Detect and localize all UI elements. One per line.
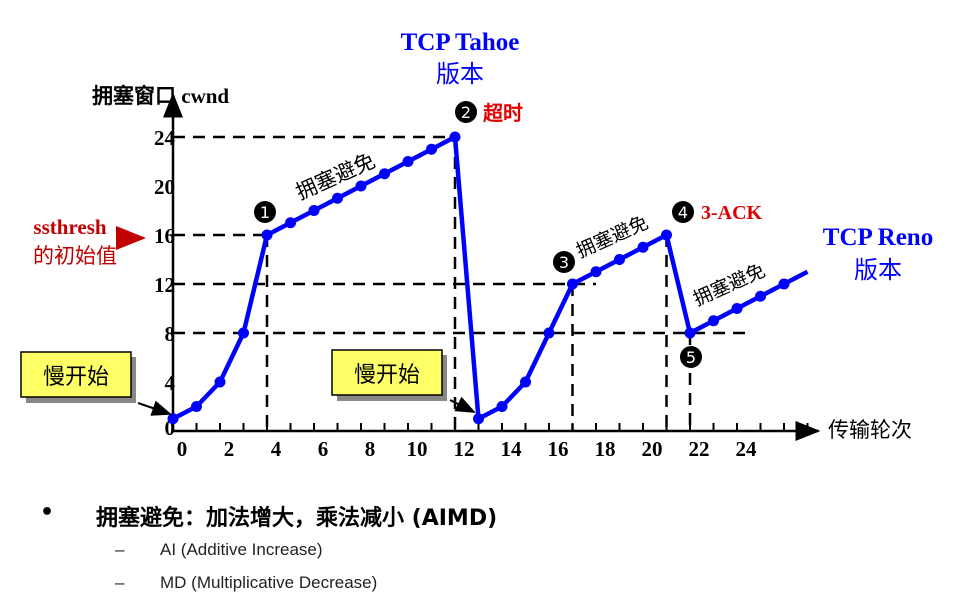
marker-circle	[672, 201, 694, 223]
data-point	[379, 168, 390, 180]
x-tick-label: 20	[642, 437, 663, 461]
axes	[163, 92, 821, 441]
data-point	[191, 401, 202, 412]
marker-number: 1	[260, 203, 270, 222]
x-tick-label: 24	[736, 437, 758, 461]
x-tick-label: 22	[689, 437, 710, 461]
x-tick-label: 12	[454, 437, 475, 461]
slow-start-label: 慢开始	[43, 365, 109, 390]
data-point	[661, 229, 672, 241]
marker-circle	[553, 251, 575, 273]
slow-start-label: 慢开始	[354, 363, 420, 388]
ssthresh-sub-label: 的初始值	[33, 244, 117, 268]
x-tick-label: 2	[224, 437, 235, 461]
data-point	[308, 205, 320, 216]
data-point	[285, 217, 296, 229]
data-point	[614, 254, 625, 265]
reno-title: TCP Reno	[823, 224, 933, 251]
series-line-path	[171, 134, 809, 421]
marker-3: 3	[553, 251, 575, 273]
data-point	[402, 156, 414, 167]
marker-number: 2	[461, 103, 471, 122]
data-point	[214, 376, 226, 388]
marker-1: 1	[254, 201, 276, 223]
x-axis-label: 传输轮次	[828, 418, 912, 442]
data-point	[332, 192, 343, 204]
x-tick-label: 4	[271, 437, 282, 461]
data-point	[238, 327, 249, 339]
reno-subtitle: 版本	[854, 256, 902, 284]
data-point	[261, 229, 273, 241]
data-point	[731, 303, 743, 314]
y-tick-label: 4	[165, 371, 176, 395]
x-tick-label: 0	[177, 437, 188, 461]
y-axis-label: 拥塞窗口 cwnd	[92, 84, 229, 108]
data-point	[755, 290, 766, 302]
x-tick-label: 14	[501, 437, 523, 461]
data-point	[708, 315, 719, 327]
data-point	[473, 413, 484, 425]
marker-5: 5	[680, 346, 702, 368]
data-point	[684, 327, 696, 339]
x-tick-label: 8	[365, 437, 376, 461]
marker-number: 3	[559, 253, 569, 272]
data-point	[426, 143, 437, 155]
x-tick-label: 16	[548, 437, 569, 461]
congestion-avoidance-label-2: 拥塞避免	[573, 212, 651, 263]
y-tick-label: 8	[165, 322, 176, 346]
data-point	[543, 327, 555, 339]
x-tick-label: 6	[318, 437, 329, 461]
congestion-avoidance-label-3: 拥塞避免	[690, 260, 768, 311]
y-tick-label: 16	[154, 224, 175, 248]
data-point	[637, 241, 649, 253]
marker-number: 5	[686, 348, 696, 367]
tahoe-subtitle: 版本	[436, 60, 484, 88]
marker-circle	[680, 346, 702, 368]
marker-2: 2	[455, 101, 477, 123]
ssthresh-label: ssthresh	[33, 215, 106, 239]
x-tick-label: 10	[407, 437, 428, 461]
marker-4: 4	[672, 201, 694, 223]
y-tick-label: 12	[154, 273, 175, 297]
data-point	[449, 131, 461, 143]
slow-start-box-1: 慢开始	[20, 351, 172, 416]
series-line	[167, 131, 809, 425]
data-point	[496, 401, 508, 412]
marker-circle	[455, 101, 477, 123]
y-tick-label: 24	[154, 126, 176, 150]
marker-circle	[254, 201, 276, 223]
y-tick-label: 0	[165, 416, 176, 440]
marker-number: 4	[678, 203, 688, 222]
slow-start-box-2: 慢开始	[331, 349, 476, 413]
data-point	[778, 278, 790, 290]
reference-lines	[173, 135, 749, 431]
data-point	[567, 278, 578, 290]
tahoe-title: TCP Tahoe	[401, 29, 520, 56]
y-tick-label: 20	[154, 175, 175, 199]
timeout-label: 超时	[482, 101, 523, 125]
data-point	[590, 266, 602, 278]
data-point	[520, 376, 531, 388]
data-point	[167, 413, 179, 425]
data-point	[355, 180, 367, 192]
x-tick-label: 18	[595, 437, 616, 461]
annotations: 1 2 3 4 5	[254, 101, 702, 368]
three-ack-label: 3-ACK	[701, 202, 763, 224]
